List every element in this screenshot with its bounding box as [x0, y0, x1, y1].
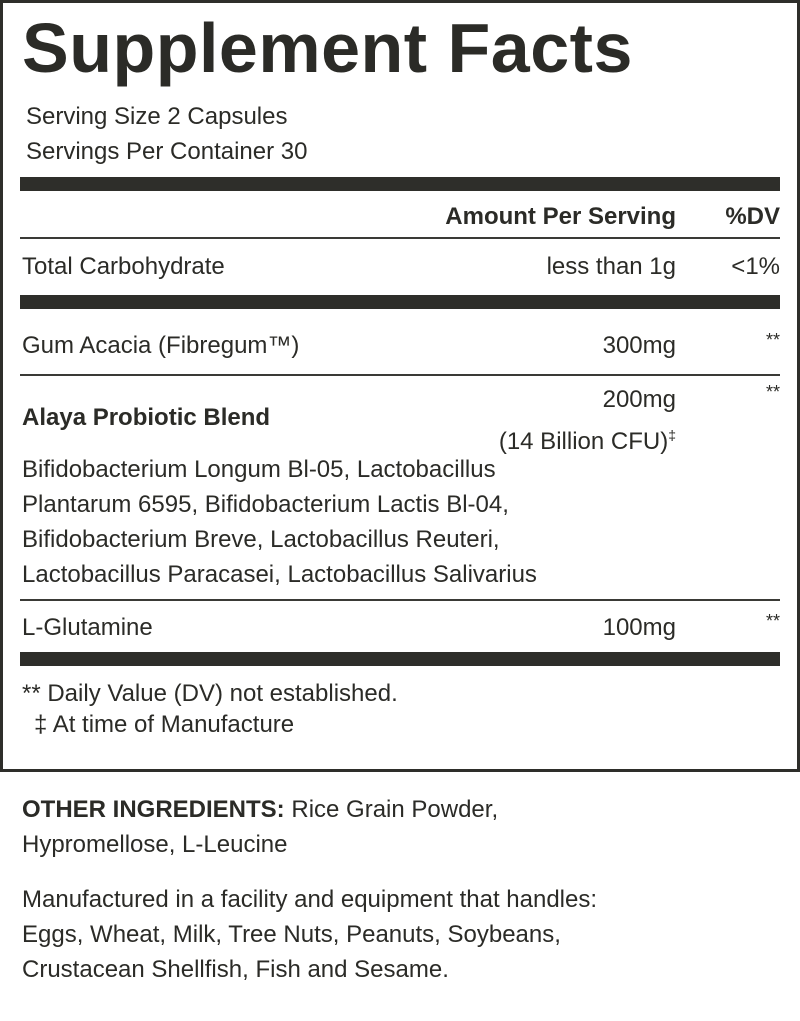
other-ingredients: OTHER INGREDIENTS: Rice Grain Powder, [22, 795, 498, 825]
strain-line: Bifidobacterium Longum Bl-05, Lactobacil… [22, 456, 496, 483]
row-amount: less than 1g [546, 253, 676, 280]
other-ingredients-label: OTHER INGREDIENTS: [22, 796, 285, 823]
supplement-facts-panel [0, 0, 800, 772]
divider-thick [20, 295, 780, 309]
allergen-line: Eggs, Wheat, Milk, Tree Nuts, Peanuts, S… [22, 921, 561, 948]
row-name: Gum Acacia (Fibregum™) [22, 332, 300, 359]
other-ingredients-text: Rice Grain Powder, [284, 796, 499, 823]
strain-line: Bifidobacterium Breve, Lactobacillus Reu… [22, 526, 500, 553]
row-amount-note: (14 Billion CFU)‡ [499, 420, 676, 457]
strain-line: Plantarum 6595, Bifidobacterium Lactis B… [22, 491, 509, 518]
panel-title: Supplement Facts [22, 9, 633, 87]
divider-thick [20, 177, 780, 191]
row-name: Alaya Probiotic Blend [22, 404, 271, 431]
other-ingredients-line2: Hypromellose, L-Leucine [22, 831, 288, 858]
servings-per-container: Servings Per Container 30 [26, 138, 308, 165]
divider-thin [20, 599, 780, 601]
row-amount: 300mg [602, 332, 676, 359]
row-dv: <1% [731, 253, 780, 280]
row-amount: 100mg [602, 614, 676, 641]
header-dv: %DV [725, 203, 780, 230]
serving-size: Serving Size 2 Capsules [26, 103, 288, 130]
row-dv: ** [765, 382, 780, 402]
footnote-manufacture: ‡ At time of Manufacture [34, 711, 295, 738]
strain-line: Lactobacillus Paracasei, Lactobacillus S… [22, 561, 537, 588]
manufacture-mark: ‡ [668, 427, 676, 443]
row-name: Total Carbohydrate [22, 253, 225, 280]
header-amount: Amount Per Serving [445, 203, 676, 230]
allergen-line: Crustacean Shellfish, Fish and Sesame. [22, 956, 449, 983]
row-dv: ** [765, 330, 780, 350]
row-amount: 200mg [602, 386, 676, 413]
row-dv: ** [765, 611, 780, 631]
divider-thin [20, 237, 780, 239]
row-name: L-Glutamine [22, 614, 153, 641]
divider-thick [20, 652, 780, 666]
footnote-dv: ** Daily Value (DV) not established. [22, 680, 398, 707]
allergen-line: Manufactured in a facility and equipment… [22, 886, 598, 913]
divider-thin [20, 374, 780, 376]
cfu-note: (14 Billion CFU) [498, 428, 669, 455]
